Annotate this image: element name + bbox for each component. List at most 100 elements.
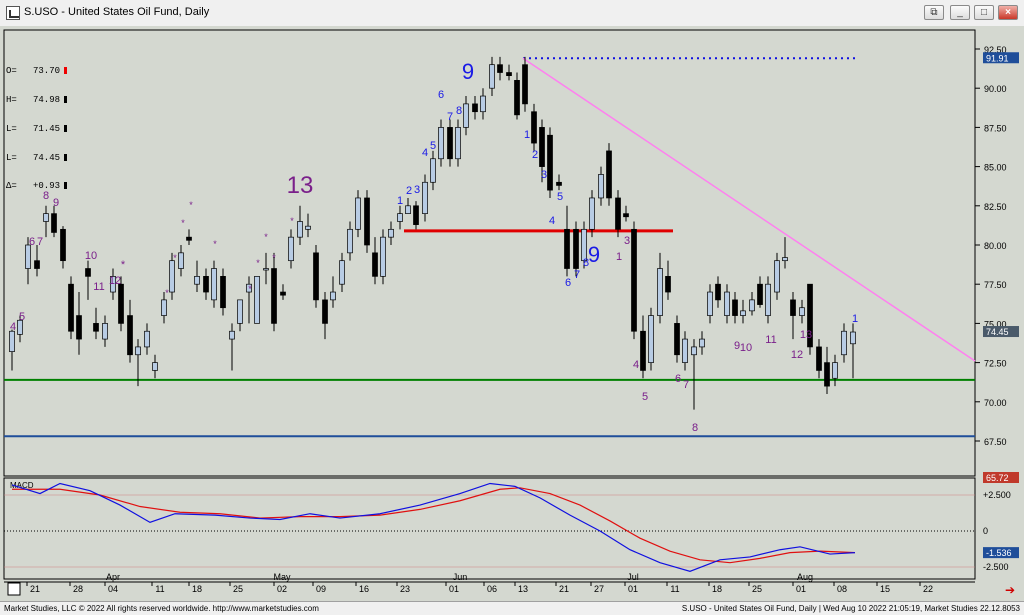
price-tick-label: 80.00 (984, 241, 1007, 251)
macd-pane-frame (3, 477, 976, 580)
date-day-label: 28 (73, 584, 83, 594)
price-pane-frame (3, 29, 976, 477)
price-tag-last-bg (983, 326, 1019, 338)
candle-up (135, 346, 141, 356)
candle-up (110, 276, 116, 293)
count-purple-label: 7 (683, 379, 689, 391)
macd-tick-label: 0 (983, 526, 988, 536)
candle-down (472, 103, 478, 113)
candle-down (76, 315, 82, 340)
candle-down (824, 362, 830, 387)
price-tick-label: 87.50 (984, 123, 1007, 133)
macd-tag-bg (983, 547, 1019, 559)
candle-down (564, 228, 570, 269)
count-purple-label: 1 (616, 251, 622, 263)
candle-up (699, 338, 705, 348)
candle-down (522, 64, 528, 105)
candle-down (118, 283, 124, 324)
candle-down (372, 252, 378, 277)
count-blue-label: 7 (574, 269, 580, 281)
candle-down (447, 127, 453, 160)
candle-down (313, 252, 319, 301)
candle-down (85, 268, 91, 277)
change-value: Δ= +0.93 (6, 181, 61, 192)
minimize-button[interactable]: _ (950, 5, 970, 20)
candle-up (43, 213, 49, 222)
date-day-label: 22 (923, 584, 933, 594)
candle-up (355, 197, 361, 230)
date-day-label: 18 (192, 584, 202, 594)
candle-down (715, 283, 721, 301)
count-blue-label: 9 (588, 242, 600, 267)
date-day-label: 06 (487, 584, 497, 594)
count-purple-label: * (290, 216, 294, 226)
candle-down (280, 291, 286, 296)
candle-up (178, 252, 184, 269)
price-tag-high: 91.91 (986, 53, 1009, 63)
date-day-label: 23 (400, 584, 410, 594)
scroll-right-icon: ➔ (1005, 583, 1015, 597)
count-blue-label: 5 (430, 140, 436, 152)
link-button[interactable]: ⧉ (924, 5, 944, 20)
candle-down (51, 213, 57, 233)
candle-down (640, 330, 646, 371)
count-purple-label: 6 (675, 373, 681, 385)
candle-up (782, 257, 788, 262)
candle-up (422, 181, 428, 214)
count-purple-label: 4 (10, 321, 16, 333)
price-chart[interactable]: 92.50 90.00 87.50 85.00 82.50 80.00 77.50 75.00… (0, 26, 1024, 601)
close-button[interactable]: × (998, 5, 1018, 20)
candle-up (430, 158, 436, 183)
chart-area[interactable]: 92.50 90.00 87.50 85.00 82.50 80.00 77.50 75.00… (0, 26, 1024, 601)
price-tag-bottom-bg (983, 472, 1019, 483)
candle-up (246, 283, 252, 293)
count-purple-label: 11 (765, 334, 776, 346)
chart-app-icon (6, 6, 20, 20)
candle-down (68, 283, 74, 332)
candle-up (691, 346, 697, 356)
candle-down (615, 197, 621, 230)
count-blue-label: 1 (524, 129, 530, 141)
count-purple-label: * (256, 258, 260, 268)
candle-down (547, 134, 553, 191)
price-tag-high-bg (983, 52, 1019, 64)
price-tick-label: 82.50 (984, 202, 1007, 212)
price-tick-label: 85.00 (984, 163, 1007, 173)
count-purple-label: * (189, 200, 193, 210)
count-blue-label: 6 (438, 89, 444, 101)
candle-down (506, 72, 512, 77)
candle-up (581, 228, 587, 262)
count-blue-label: 7 (447, 111, 453, 123)
candle-up (489, 64, 495, 89)
count-purple-label: 6 (29, 236, 35, 248)
last-value: L= 74.45 (6, 152, 61, 163)
count-purple-label: 5 (19, 311, 25, 323)
down-trendline (522, 57, 976, 362)
count-blue-label: 2 (532, 149, 538, 161)
candle-up (740, 310, 746, 316)
price-tick-label: 90.00 (984, 84, 1007, 94)
date-month-label: May (273, 572, 291, 582)
ohlc-readout: O= 73.70 H= 74.98 L= 71.45 L= 74.45 Δ= +… (6, 48, 68, 211)
candle-down (539, 127, 545, 167)
candle-up (455, 127, 461, 160)
candle-up (598, 174, 604, 199)
count-purple-label: 5 (642, 391, 648, 403)
date-day-label: 27 (594, 584, 604, 594)
macd-tick-label: -2.500 (983, 562, 1009, 572)
candle-up (305, 225, 311, 230)
candle-up (229, 330, 235, 340)
date-day-label: 01 (796, 584, 806, 594)
count-purple-label: 8 (43, 190, 49, 202)
candle-down (573, 228, 579, 269)
maximize-button[interactable]: □ (974, 5, 994, 20)
date-day-label: 25 (233, 584, 243, 594)
candle-down (322, 299, 328, 324)
price-tick-label: 77.50 (984, 280, 1007, 290)
high-value: H= 74.98 (6, 94, 61, 105)
count-blue-label: 4 (422, 147, 428, 159)
price-tick-label: 70.00 (984, 398, 1007, 408)
scroll-box (7, 582, 21, 596)
candle-down (271, 268, 277, 324)
date-day-label: 18 (712, 584, 722, 594)
